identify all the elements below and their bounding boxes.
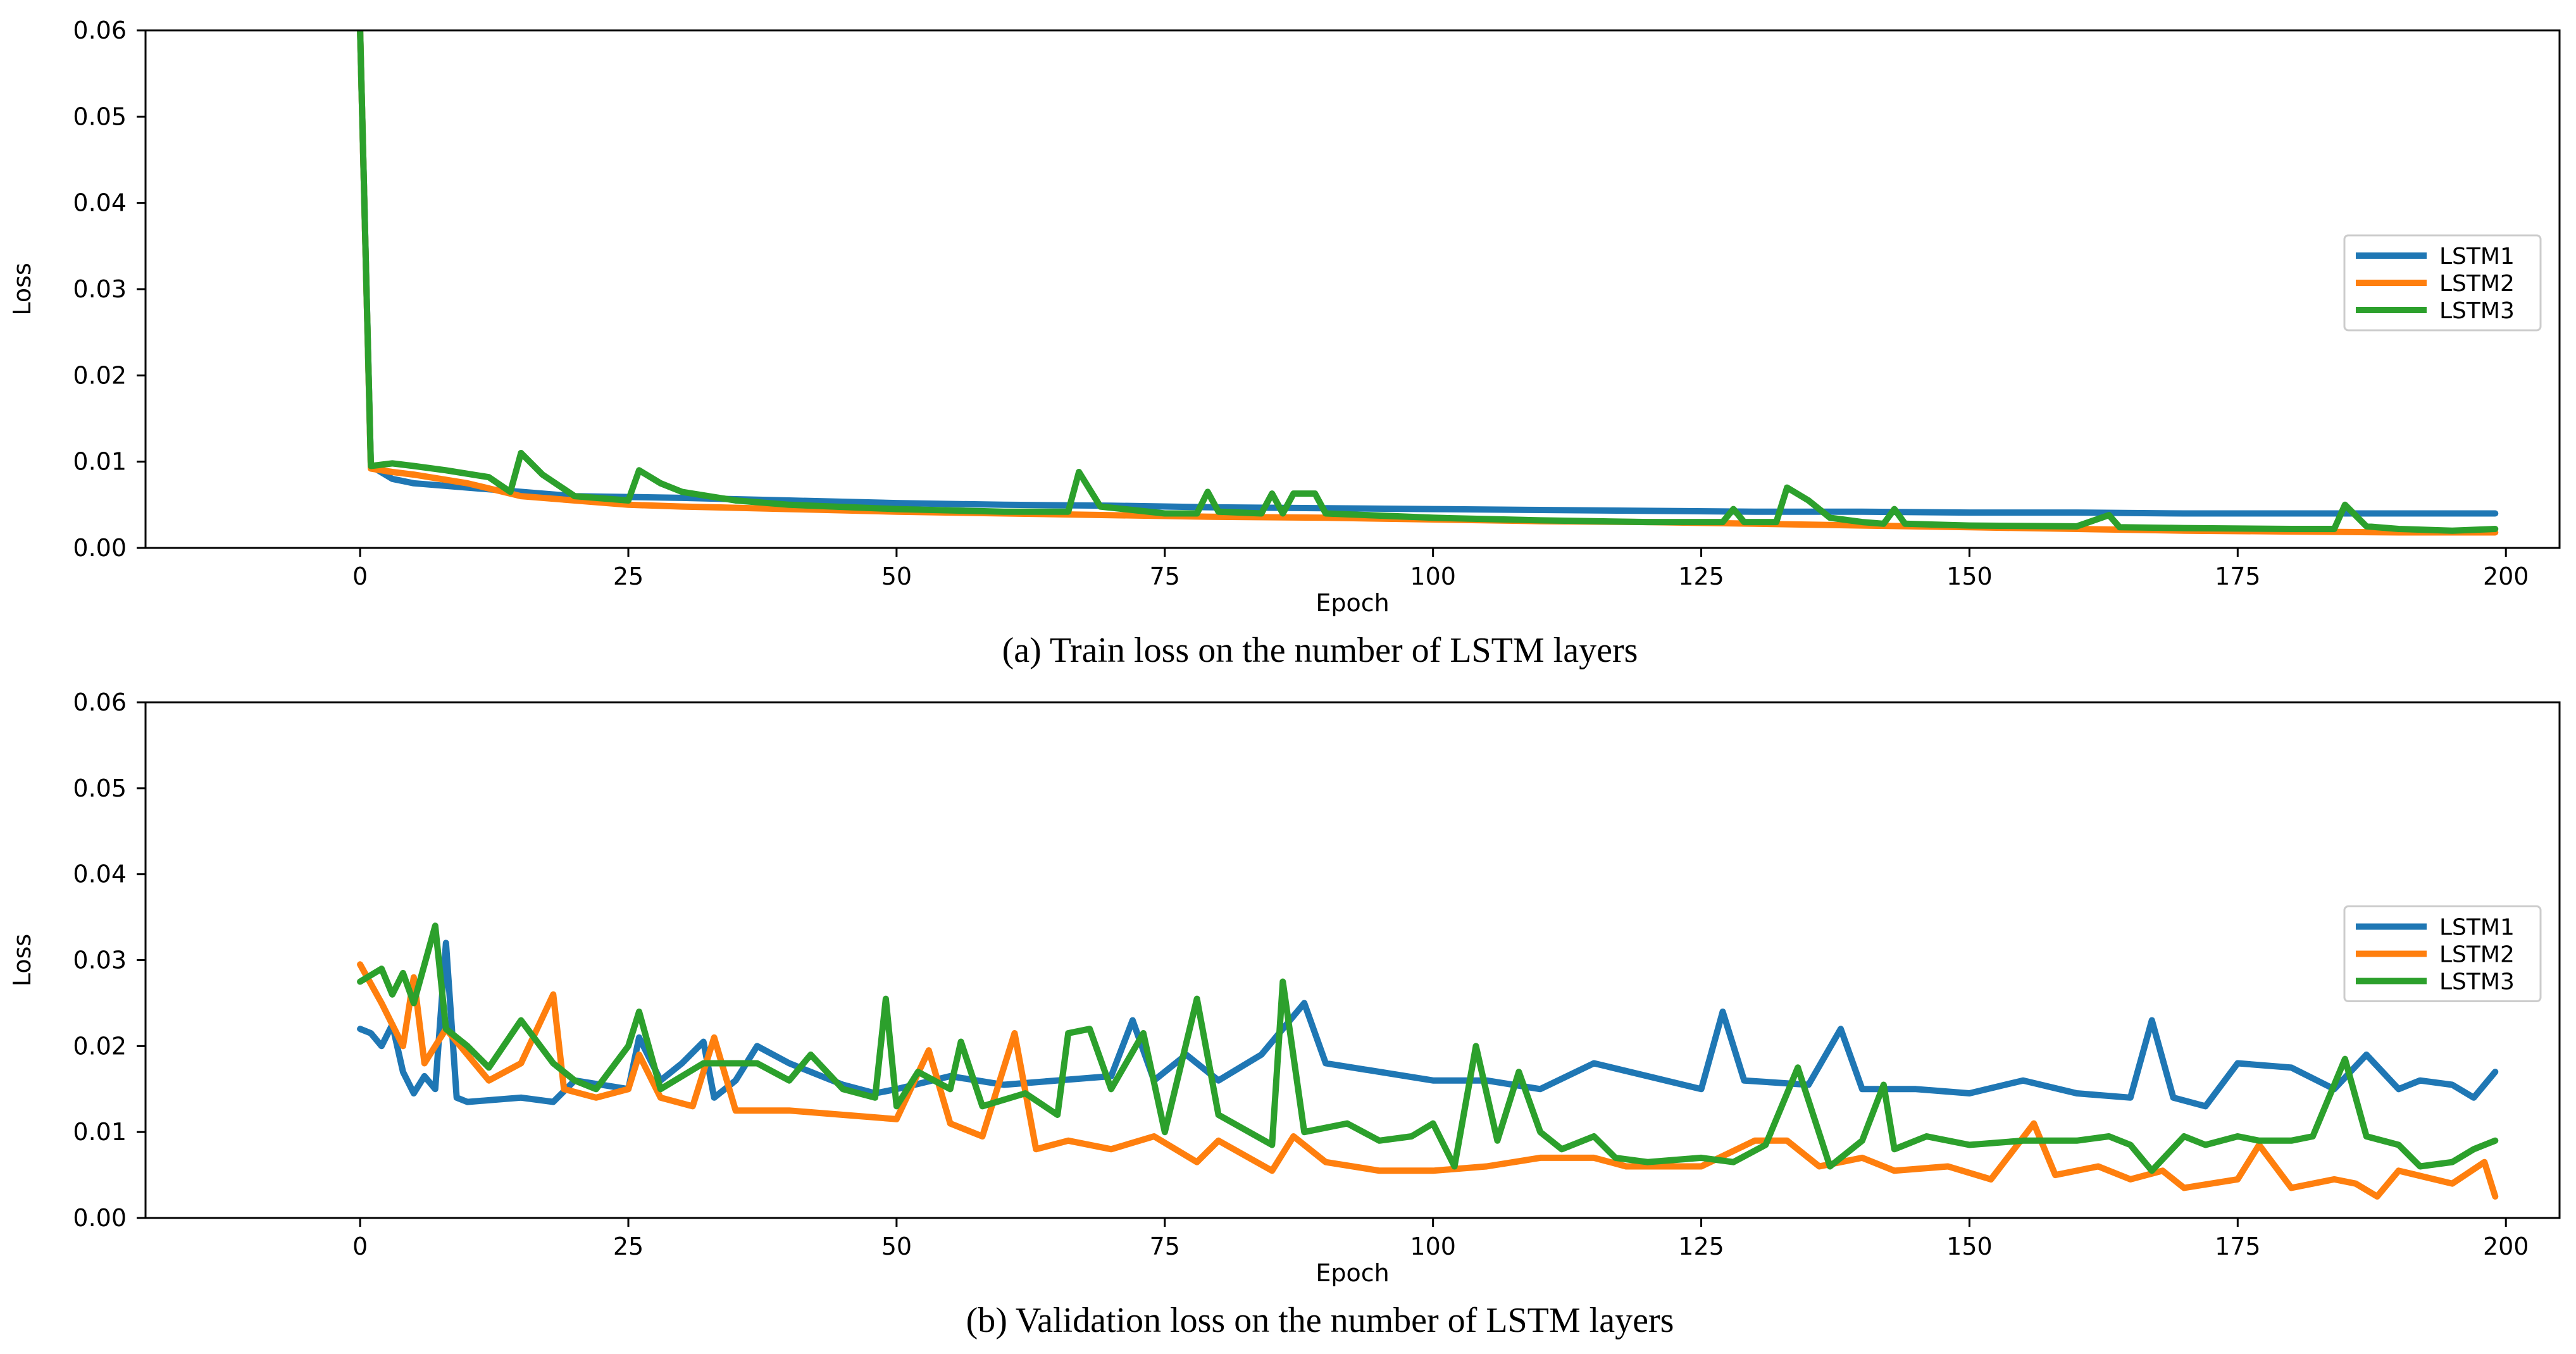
y-tick-label: 0.05 [73,102,127,130]
legend-label-lstm3: LSTM3 [2439,969,2515,995]
x-tick-label: 200 [2483,562,2529,590]
y-tick-label: 0.03 [73,275,127,303]
plot-frame [144,29,2561,549]
legend-box [2343,905,2542,1002]
y-tick-label: 0.01 [73,448,127,476]
series-group [357,30,2499,536]
y-tick-label: 0.04 [73,189,127,217]
x-tick-label: 150 [1946,562,1993,590]
series-group [357,922,2499,1200]
x-tick-label: 125 [1678,562,1724,590]
y-tick-label: 0.02 [73,1032,127,1060]
legend-label-lstm1: LSTM1 [2439,915,2515,941]
x-tick-label: 50 [881,562,912,590]
legend-box [2343,234,2542,332]
x-tick-label: 100 [1410,1233,1456,1260]
series-line-lstm2 [357,961,2499,1200]
x-tick-label: 50 [881,1233,912,1260]
x-tick-label: 175 [2215,562,2261,590]
validation-loss-caption: (b) Validation loss on the number of LST… [966,1301,1674,1340]
y-tick-label: 0.00 [73,1204,127,1232]
x-tick-label: 200 [2483,1233,2529,1260]
y-tick-label: 0.06 [73,688,127,716]
series-line-lstm2 [357,30,2499,536]
y-tick-label: 0.06 [73,16,127,44]
series-line-lstm3 [357,922,2499,1174]
x-tick-label: 25 [613,562,644,590]
legend-label-lstm1: LSTM1 [2439,244,2515,270]
x-axis-label: Epoch [1316,1259,1389,1287]
x-tick-label: 0 [352,1233,368,1260]
x-tick-label: 25 [613,1233,644,1260]
legend-label-lstm2: LSTM2 [2439,942,2515,968]
train-loss-chart: 0 25 50 75 100 125 150 175 200 0.00 0.01 0.02 0.03 0.… [8,16,2561,617]
y-tick-label: 0.00 [73,534,127,562]
x-tick-label: 175 [2215,1233,2261,1260]
legend-label-lstm2: LSTM2 [2439,271,2515,297]
legend-label-lstm3: LSTM3 [2439,298,2515,324]
y-axis-label: Loss [8,934,36,986]
y-tick-label: 0.03 [73,947,127,974]
x-tick-label: 100 [1410,562,1456,590]
series-line-lstm1 [357,30,2499,517]
y-tick-label: 0.01 [73,1118,127,1146]
validation-loss-chart: 0 25 50 75 100 125 150 175 200 0.00 0.01 0.02 0.03 0.… [8,688,2561,1287]
y-tick-label: 0.05 [73,774,127,802]
x-tick-label: 0 [352,562,368,590]
y-axis-label: Loss [8,263,36,315]
x-axis-label: Epoch [1316,589,1389,617]
y-tick-label: 0.02 [73,361,127,389]
series-line-lstm1 [357,940,2499,1110]
series-line-lstm3 [357,30,2499,534]
x-tick-label: 125 [1678,1233,1724,1260]
x-tick-label: 75 [1150,562,1180,590]
y-tick-label: 0.04 [73,860,127,888]
x-tick-label: 150 [1946,1233,1993,1260]
x-tick-label: 75 [1150,1233,1180,1260]
train-loss-caption: (a) Train loss on the number of LSTM lay… [1002,631,1638,670]
